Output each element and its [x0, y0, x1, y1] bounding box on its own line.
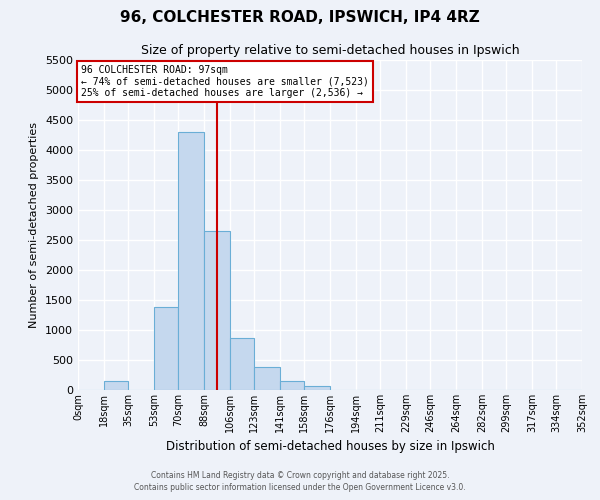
Bar	[104, 381, 128, 390]
Text: Contains HM Land Registry data © Crown copyright and database right 2025.
Contai: Contains HM Land Registry data © Crown c…	[134, 471, 466, 492]
Text: 96, COLCHESTER ROAD, IPSWICH, IP4 4RZ: 96, COLCHESTER ROAD, IPSWICH, IP4 4RZ	[120, 10, 480, 25]
Bar	[230, 338, 254, 390]
Bar	[254, 366, 280, 390]
Y-axis label: Number of semi-detached properties: Number of semi-detached properties	[29, 122, 40, 328]
Title: Size of property relative to semi-detached houses in Ipswich: Size of property relative to semi-detach…	[140, 44, 520, 58]
Bar	[178, 132, 204, 390]
Bar	[154, 307, 178, 390]
Bar	[280, 381, 304, 390]
Bar	[204, 231, 230, 390]
Bar	[304, 386, 330, 390]
Text: 96 COLCHESTER ROAD: 97sqm
← 74% of semi-detached houses are smaller (7,523)
25% : 96 COLCHESTER ROAD: 97sqm ← 74% of semi-…	[81, 65, 369, 98]
X-axis label: Distribution of semi-detached houses by size in Ipswich: Distribution of semi-detached houses by …	[166, 440, 494, 454]
